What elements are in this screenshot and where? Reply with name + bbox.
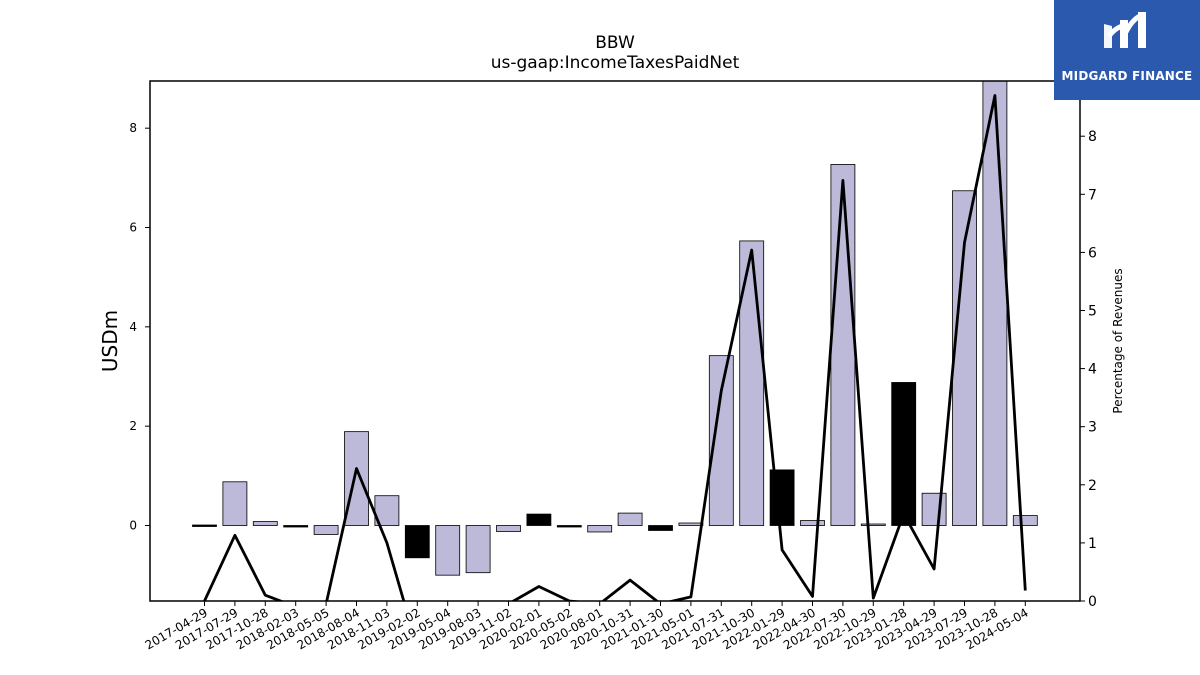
chart-subtitle: us-gaap:IncomeTaxesPaidNet: [491, 53, 740, 73]
y2-tick-label: 0: [1088, 594, 1097, 610]
bar-2022-04-30: [800, 520, 825, 526]
y2-tick-label: 4: [1088, 362, 1097, 378]
brand-logo: MIDGARD FINANCE: [1054, 0, 1200, 100]
bar-2019-02-02: [404, 525, 430, 559]
y2-tick-label: 1: [1088, 536, 1097, 552]
bar-2023-04-29: [921, 492, 947, 526]
y-tick-label: 4: [129, 320, 137, 334]
y-tick-label: 8: [129, 121, 137, 135]
bar-2020-02-01: [526, 513, 552, 526]
y2-tick-label: 6: [1088, 245, 1097, 261]
series-line: [203, 94, 1027, 601]
bar-2022-07-30: [830, 164, 856, 526]
y2-tick-label: 8: [1088, 129, 1097, 145]
y2-tick-label: 2: [1088, 478, 1097, 494]
bar-2019-11-02: [496, 525, 521, 532]
bar-2017-10-28: [252, 521, 278, 526]
bar-2023-10-28: [982, 81, 1008, 526]
y-tick-label: 0: [129, 519, 137, 533]
y-tick-label: 2: [129, 419, 137, 433]
bar-2019-08-03: [465, 525, 491, 574]
bar-2021-01-30: [648, 525, 673, 531]
bar-2020-08-01: [587, 525, 613, 533]
bar-2022-10-29: [860, 523, 886, 526]
bar-2017-04-29: [192, 524, 217, 527]
brand-name: MIDGARD FINANCE: [1061, 69, 1193, 83]
bar-2018-02-03: [283, 525, 309, 528]
plot-frame: [149, 80, 1081, 602]
y2-tick-label: 7: [1088, 187, 1097, 203]
bar-2020-10-31: [617, 512, 643, 526]
y2-tick-label: 3: [1088, 420, 1097, 436]
y-axis-label: USDm: [98, 310, 122, 372]
bar-2023-01-28: [891, 382, 917, 526]
bar-2018-05-05: [313, 525, 339, 535]
bar-2020-05-02: [556, 525, 582, 528]
chart-title: BBW: [595, 33, 635, 53]
y2-tick-label: 5: [1088, 303, 1097, 319]
bar-2017-07-29: [222, 481, 248, 526]
bar-2024-05-04: [1012, 515, 1038, 526]
brand-logo-icon: [1104, 12, 1146, 48]
bar-2019-05-04: [435, 525, 461, 576]
bar-2021-05-01: [678, 522, 704, 526]
y2-axis-label: Percentage of Revenues: [1111, 268, 1125, 413]
y-tick-label: 6: [129, 221, 137, 235]
